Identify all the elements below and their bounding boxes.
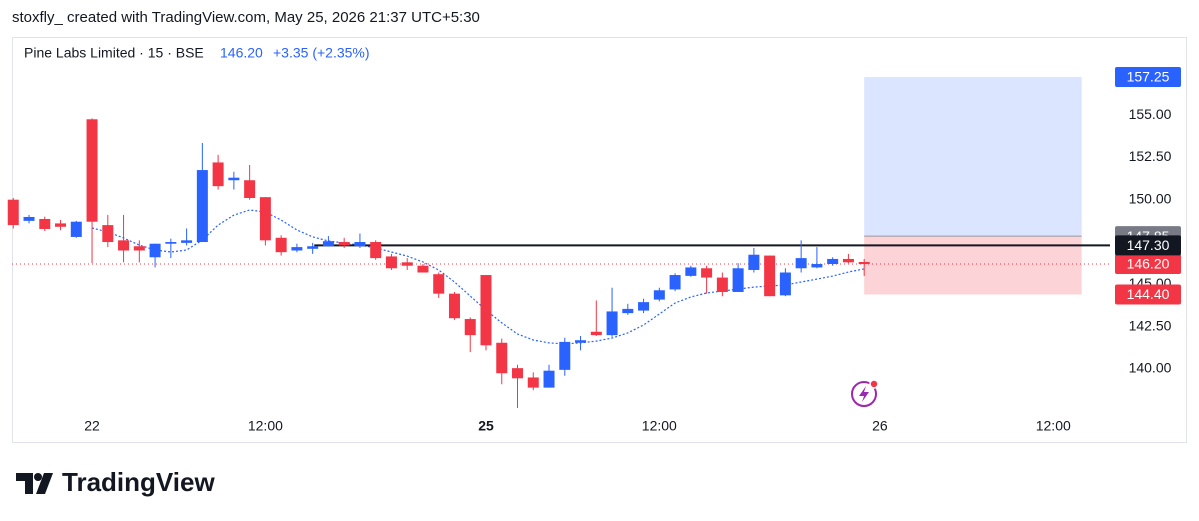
candle-body xyxy=(417,265,429,273)
candle-body xyxy=(228,177,240,181)
candle-body xyxy=(827,258,839,265)
x-tick-label: 26 xyxy=(872,418,888,434)
candle-body xyxy=(811,264,823,268)
candle-body xyxy=(685,267,697,276)
candle-body xyxy=(795,258,807,269)
symbol: Pine Labs Limited · 15 · BSE xyxy=(24,45,204,61)
candle-body xyxy=(118,240,130,251)
y-tick-label: 140.00 xyxy=(1129,360,1172,376)
candle-body xyxy=(653,290,665,300)
y-tick-label: 150.00 xyxy=(1129,190,1172,206)
candle-body xyxy=(401,262,413,266)
candle-body xyxy=(606,311,618,336)
candle-body xyxy=(575,340,587,343)
price-label: 157.25 xyxy=(1127,69,1170,85)
brand-logo xyxy=(16,473,53,494)
caption: stoxfly_ created with TradingView.com, M… xyxy=(12,9,480,26)
target-zone xyxy=(864,76,1082,237)
candle-body xyxy=(638,302,650,311)
candle-body xyxy=(181,240,193,243)
candle-body xyxy=(244,180,256,199)
candle-body xyxy=(701,268,713,278)
x-tick-label: 25 xyxy=(478,418,494,434)
candle-body xyxy=(275,237,287,253)
candle-body xyxy=(354,242,366,247)
candle-body xyxy=(86,119,98,222)
candle-body xyxy=(196,170,208,243)
candle-body xyxy=(322,241,334,247)
candle-body xyxy=(622,308,634,314)
x-tick-label: 12:00 xyxy=(642,418,677,434)
price-label: 146.20 xyxy=(1127,256,1170,272)
x-tick-label: 12:00 xyxy=(248,418,283,434)
candle-body xyxy=(779,272,791,296)
candle-body xyxy=(149,243,161,258)
candle-body xyxy=(748,254,760,270)
price-label-bg xyxy=(1115,66,1181,87)
candle-body xyxy=(55,223,67,227)
candle-body xyxy=(7,199,19,226)
candle-body xyxy=(669,275,681,290)
price-change: +3.35 (+2.35%) xyxy=(273,45,370,61)
candle-body xyxy=(102,225,114,243)
candle-body xyxy=(512,368,524,379)
price-label: 147.30 xyxy=(1127,237,1170,253)
candle-body xyxy=(732,268,744,292)
candle-body xyxy=(307,246,319,249)
candle-body xyxy=(527,377,539,388)
candle-body xyxy=(464,319,476,336)
candle-body xyxy=(291,247,303,251)
x-tick-label: 22 xyxy=(84,418,100,434)
candle-body xyxy=(496,342,508,374)
candle-body xyxy=(764,255,776,297)
candle-body xyxy=(448,293,460,319)
price-label: 144.40 xyxy=(1127,286,1170,302)
candle-body xyxy=(370,242,382,259)
candle-body xyxy=(165,242,177,244)
candle-body xyxy=(133,246,145,251)
candle-body xyxy=(433,274,445,294)
candle-body xyxy=(338,242,350,246)
candle-body xyxy=(70,221,82,237)
candle-body xyxy=(559,341,571,370)
candle-body xyxy=(858,262,870,265)
y-tick-label: 152.50 xyxy=(1129,148,1172,164)
price-label-bg xyxy=(1115,235,1181,256)
candle-body xyxy=(842,258,854,263)
chart-frame xyxy=(12,37,1187,443)
candle-body xyxy=(23,216,35,221)
price-label-bg xyxy=(1115,284,1181,305)
y-tick-label: 142.50 xyxy=(1129,317,1172,333)
candle-body xyxy=(543,370,555,388)
candle-body xyxy=(716,277,728,292)
x-tick-label: 12:00 xyxy=(1036,418,1071,434)
price-label-bg xyxy=(1115,254,1181,275)
last-price: 146.20 xyxy=(220,45,263,61)
brand: TradingView xyxy=(62,467,215,497)
y-tick-label: 155.00 xyxy=(1129,106,1172,122)
candle-body xyxy=(480,275,492,346)
alert-icon xyxy=(851,379,879,407)
candle-body xyxy=(212,162,224,187)
candle-body xyxy=(385,256,397,269)
candle-body xyxy=(590,331,602,336)
candle-body xyxy=(259,197,271,241)
candle-body xyxy=(39,218,51,229)
